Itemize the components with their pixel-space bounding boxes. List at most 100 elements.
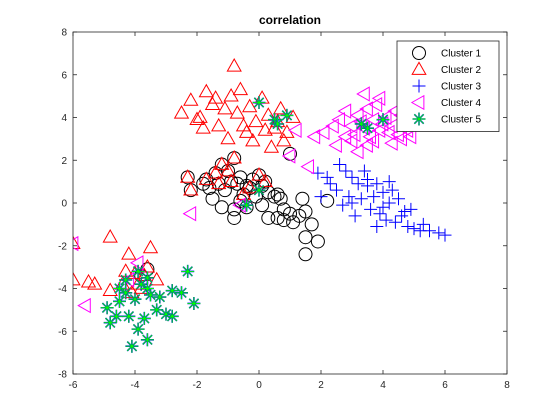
cluster-5-point: [100, 301, 114, 315]
cluster-4-point: [337, 103, 352, 119]
cluster-2-point: [245, 132, 261, 147]
legend-label-cluster-4: Cluster 4: [441, 98, 481, 109]
x-tick-label: 0: [256, 380, 262, 391]
cluster-5-point: [354, 117, 368, 131]
cluster-2-point: [87, 276, 103, 290]
cluster-4-point: [120, 272, 135, 288]
cluster-2-point: [207, 164, 224, 179]
cluster-3-point: [354, 192, 368, 206]
cluster-4-point: [368, 96, 383, 113]
x-tick-label: -4: [131, 380, 140, 391]
cluster-3-point: [370, 177, 384, 191]
cluster-4-point: [346, 126, 361, 143]
cluster-5-point: [240, 198, 254, 212]
x-tick-label: -2: [193, 380, 202, 391]
cluster-5-point: [165, 309, 179, 323]
cluster-5-point: [153, 290, 167, 304]
cluster-2-point: [223, 173, 239, 187]
cluster-3-point: [345, 170, 359, 184]
legend-label-cluster-1: Cluster 1: [441, 49, 481, 60]
cluster-4-point: [129, 255, 144, 271]
cluster-1-point: [205, 191, 220, 206]
cluster-5-point: [113, 282, 126, 295]
y-tick-label: 8: [61, 28, 67, 39]
cluster-3-point: [330, 183, 343, 197]
cluster-1-point: [298, 247, 313, 262]
cluster-4-point: [77, 297, 91, 314]
cluster-3-point: [392, 192, 405, 206]
cluster-1-point: [267, 189, 282, 204]
x-tick-label: 4: [380, 380, 386, 391]
cluster-5-point: [125, 339, 139, 353]
cluster-5-point: [140, 333, 154, 347]
cluster-5-point: [376, 113, 390, 127]
cluster-4-point: [331, 111, 345, 128]
legend-marker-cluster-3: [412, 79, 426, 93]
cluster-1-point: [276, 213, 291, 228]
legend-marker-cluster-1: [412, 46, 426, 60]
cluster-2-point: [242, 179, 258, 194]
cluster-2-point: [207, 90, 224, 104]
cluster-2-point: [238, 124, 255, 138]
cluster-5-point: [131, 264, 145, 278]
cluster-2-point: [276, 132, 292, 147]
cluster-5-point: [252, 183, 266, 197]
cluster-3-point: [432, 226, 446, 240]
cluster-1-point: [217, 183, 232, 198]
cluster-4-point: [306, 129, 321, 145]
cluster-2-point: [251, 167, 267, 181]
cluster-2-point: [217, 100, 233, 115]
cluster-3-point: [376, 185, 390, 199]
cluster-2-point: [192, 109, 208, 123]
cluster-2-point: [285, 109, 301, 123]
cluster-3-point: [348, 209, 362, 223]
cluster-3-point: [404, 202, 418, 216]
cluster-5-point: [103, 316, 117, 330]
cluster-2-point: [226, 149, 242, 164]
y-tick-label: 6: [61, 70, 67, 81]
cluster-1-point: [286, 215, 301, 230]
cluster-4-point: [315, 124, 330, 141]
cluster-3-point: [423, 224, 436, 238]
cluster-2-point: [80, 273, 97, 288]
cluster-5-point: [280, 108, 294, 122]
cluster-3-point: [323, 177, 337, 191]
cluster-3-point: [438, 228, 452, 242]
cluster-5-point: [181, 264, 195, 278]
cluster-3-point: [320, 170, 334, 184]
cluster-4-point: [300, 158, 314, 175]
cluster-2-point: [273, 100, 289, 115]
cluster-2-point: [183, 182, 199, 196]
cluster-4-point: [350, 144, 364, 160]
cluster-4-point: [182, 206, 197, 222]
cluster-4-point: [356, 86, 370, 102]
data-markers: [73, 58, 452, 353]
cluster-3-point: [407, 222, 421, 236]
cluster-3-point: [357, 164, 371, 178]
cluster-4-point: [393, 131, 407, 147]
cluster-2-point: [232, 81, 249, 96]
cluster-3-point: [379, 213, 393, 227]
cluster-1-point: [270, 187, 285, 202]
cluster-2-point: [195, 120, 211, 134]
cluster-5-point: [140, 282, 154, 295]
cluster-2-point: [257, 122, 273, 136]
cluster-2-point: [229, 105, 245, 119]
cluster-4-point: [337, 129, 352, 145]
legend-label-cluster-2: Cluster 2: [441, 65, 481, 76]
legend-label-cluster-3: Cluster 3: [441, 82, 481, 93]
cluster-2-point: [220, 162, 236, 177]
cluster-1-point: [273, 191, 288, 206]
cluster-5-point: [175, 286, 188, 300]
x-tick-label: 6: [442, 380, 448, 391]
legend-marker-cluster-5: [412, 112, 426, 126]
cluster-4-point: [371, 90, 386, 106]
cluster-5-point: [187, 296, 201, 310]
cluster-4-point: [73, 235, 79, 252]
cluster-2-point: [211, 175, 227, 190]
cluster-4-point: [402, 129, 417, 145]
cluster-2-point: [73, 271, 81, 286]
y-tick-label: -4: [58, 284, 67, 295]
cluster-1-point: [261, 210, 276, 225]
cluster-5-point: [165, 284, 179, 298]
